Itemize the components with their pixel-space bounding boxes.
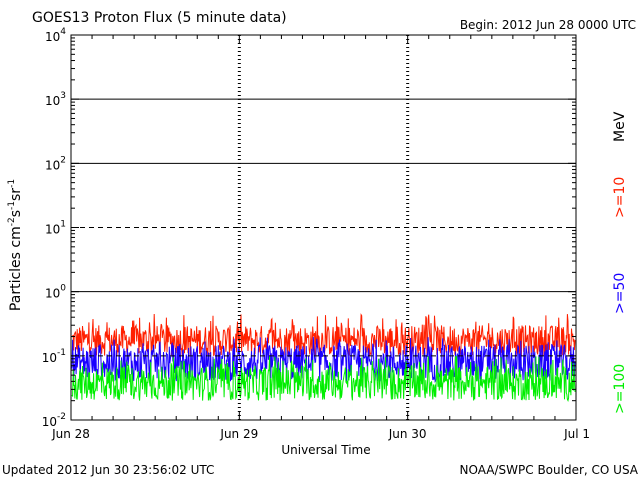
- y-tick-label-base: 10: [45, 287, 60, 301]
- y-tick-label-base: 10: [45, 94, 60, 108]
- y-tick-label-exponent: -1: [57, 348, 66, 358]
- y-tick-label-base: 10: [45, 158, 60, 172]
- y-tick-label-exponent: 1: [60, 220, 66, 230]
- y-tick-label-base: 10: [45, 30, 60, 44]
- y-tick-label-3: 101: [45, 220, 66, 237]
- chart-title: GOES13 Proton Flux (5 minute data): [32, 10, 287, 26]
- x-axis-title: Universal Time: [281, 443, 370, 457]
- y-tick-label-2: 102: [45, 155, 66, 172]
- y-axis-title-s: s: [8, 210, 24, 217]
- y-tick-label-exponent: 2: [60, 155, 66, 165]
- y-tick-label-0: 104: [45, 27, 66, 44]
- y-tick-label-exponent: -2: [57, 412, 66, 422]
- x-tick-label-jul-1: Jul 1: [563, 427, 590, 441]
- legend-series-ge100: >=100: [612, 364, 628, 414]
- y-tick-label-5: 10-1: [42, 348, 66, 365]
- x-tick-label-jun-29: Jun 29: [219, 427, 258, 441]
- credit-label: NOAA/SWPC Boulder, CO USA: [460, 463, 639, 477]
- y-tick-label-base: 10: [42, 351, 57, 365]
- y-axis-title-exp2: -1: [7, 201, 17, 210]
- y-tick-label-6: 10-2: [42, 412, 66, 429]
- y-axis-title-exp1: -2: [7, 217, 17, 226]
- y-tick-label-base: 10: [42, 415, 57, 429]
- y-axis-title-main: Particles cm: [8, 226, 24, 311]
- plot-frame: [70, 34, 577, 421]
- plot-series-layer: [71, 313, 576, 402]
- y-axis-title: Particles cm-2s-1sr-1: [7, 179, 24, 311]
- y-tick-label-exponent: 3: [60, 91, 66, 101]
- y-tick-label-4: 100: [45, 284, 66, 301]
- y-tick-label-exponent: 4: [60, 27, 66, 37]
- y-axis-title-sr: sr: [8, 188, 24, 201]
- x-tick-label-jun-30: Jun 30: [388, 427, 427, 441]
- legend-series-ge50: >=50: [612, 273, 628, 314]
- y-axis-title-exp3: -1: [7, 179, 17, 188]
- updated-timestamp: Updated 2012 Jun 30 23:56:02 UTC: [2, 463, 214, 477]
- y-tick-label-base: 10: [45, 223, 60, 237]
- legend-series-ge10: >=10: [612, 177, 628, 218]
- x-tick-label-jun-28: Jun 28: [51, 427, 90, 441]
- y-tick-label-1: 103: [45, 91, 66, 108]
- begin-time: Begin: 2012 Jun 28 0000 UTC: [460, 18, 636, 32]
- legend-unit-mev: MeV: [612, 111, 628, 142]
- y-tick-label-exponent: 0: [60, 284, 66, 294]
- plot-grid-layer: [71, 35, 576, 420]
- x-tick-layer: Jun 28 Jun 29 Jun 30 Jul 1: [51, 35, 590, 441]
- series-100-line: [71, 355, 576, 402]
